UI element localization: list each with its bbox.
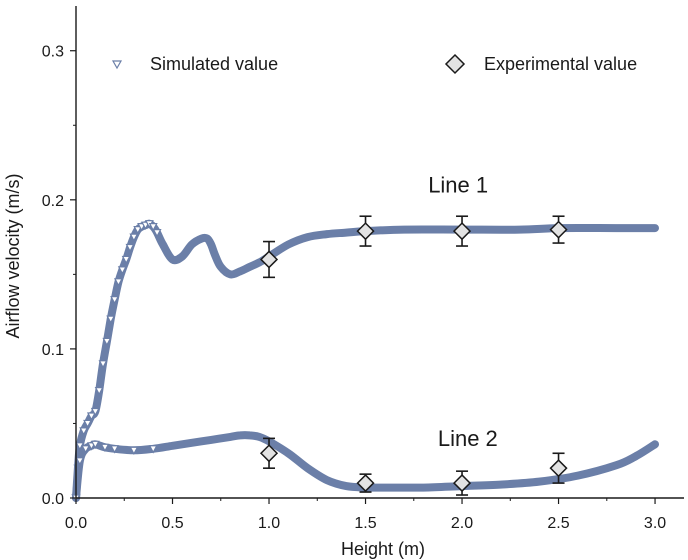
legend-experimental-marker-icon <box>444 53 466 75</box>
annotation-label: Line 1 <box>428 172 488 197</box>
simulated-series-2-point <box>75 457 85 466</box>
legend-experimental-label: Experimental value <box>484 54 637 74</box>
experimental-point-diamond <box>549 459 568 478</box>
simulated-series-2-point <box>148 445 158 454</box>
x-tick-label: 0.0 <box>65 515 87 532</box>
experimental-point-diamond <box>356 474 375 493</box>
x-tick-label: 1.0 <box>258 515 280 532</box>
y-tick-label: 0.2 <box>42 193 64 210</box>
simulated-series-1-point <box>90 407 100 417</box>
experimental-point-diamond <box>259 250 279 269</box>
x-tick-label: 1.5 <box>354 515 376 532</box>
simulated-series-1-point <box>121 255 131 265</box>
experimental-point-diamond <box>549 220 568 239</box>
y-axis-title: Airflow velocity (m/s) <box>3 173 23 338</box>
simulated-series-1-point <box>133 226 143 235</box>
simulated-series-1-point <box>125 243 135 253</box>
simulated-series-1-point <box>98 360 108 369</box>
simulated-series-1-point <box>79 427 89 436</box>
experimental-point-diamond <box>452 222 472 241</box>
simulated-series-1-point <box>83 419 93 429</box>
simulated-series-1-point <box>86 412 96 421</box>
simulated-series-2-point <box>90 440 100 450</box>
simulated-series-1-point <box>75 442 85 451</box>
simulated-series-1-point <box>148 223 158 232</box>
simulated-series-2-point <box>110 445 120 454</box>
simulated-series-2-point <box>81 445 91 454</box>
simulated-series-2-point <box>100 443 110 453</box>
simulated-series-2-point <box>129 446 139 456</box>
experimental-point-diamond <box>356 222 375 241</box>
simulated-series-1-point <box>129 233 139 242</box>
simulated-series-1-line <box>72 219 659 502</box>
experimental-point-diamond <box>452 474 472 493</box>
x-axis-title: Height (m) <box>341 539 425 559</box>
experimental-point-diamond <box>259 444 279 463</box>
simulated-series-1-point <box>106 315 116 324</box>
simulated-series-1-point <box>110 296 120 305</box>
legend-simulated-marker-icon <box>111 60 123 70</box>
simulated-series-1-point <box>117 266 127 275</box>
x-tick-label: 3.0 <box>644 515 666 532</box>
x-tick-label: 2.5 <box>547 515 569 532</box>
annotation-label: Line 2 <box>438 426 498 451</box>
y-tick-label: 0.1 <box>42 342 64 359</box>
simulated-series-1-point <box>152 229 162 238</box>
y-tick-label: 0.3 <box>42 44 64 61</box>
simulated-series-1-point <box>102 337 112 347</box>
x-tick-label: 2.0 <box>451 515 473 532</box>
legend-simulated-label: Simulated value <box>150 54 278 74</box>
y-tick-label: 0.0 <box>42 491 64 508</box>
simulated-series-1-point <box>94 387 104 396</box>
simulated-series-1-point <box>113 278 123 287</box>
x-tick-label: 0.5 <box>161 515 183 532</box>
